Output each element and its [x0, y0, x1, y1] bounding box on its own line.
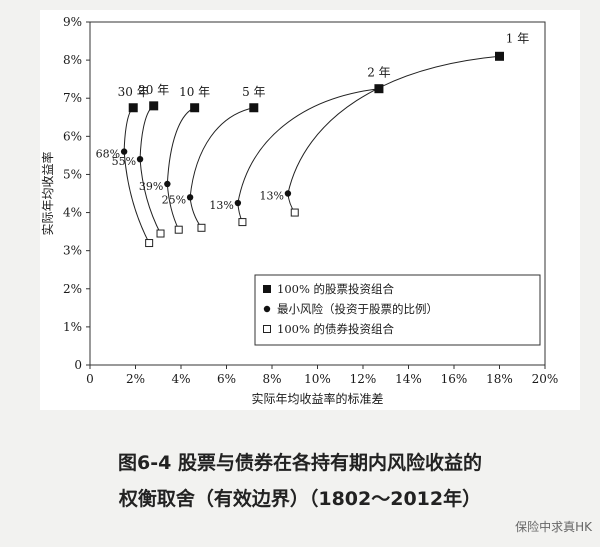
min-risk-label: 13%: [209, 199, 233, 212]
frontier-curve-2: [189, 107, 254, 229]
legend-marker-stocks: [263, 285, 271, 293]
bond-portfolio-point: [156, 229, 165, 238]
bond-portfolio-point: [145, 239, 154, 248]
caption-line-2: 权衡取舍（有效边界）（1802～2012年）: [118, 488, 482, 510]
horizon-label: 10 年: [179, 85, 210, 99]
y-tick-label: 4%: [63, 206, 82, 220]
horizon-label: 30 年: [118, 85, 149, 99]
chart-svg: 0 2% 4% 6% 8% 10% 12% 14% 16% 18% 20% 0 1% 2% 3% 4% 5% 6%…: [40, 10, 580, 410]
x-tick-label: 10%: [304, 372, 331, 386]
x-tick-label: 14%: [395, 372, 422, 386]
y-tick-label: 6%: [63, 129, 82, 143]
bond-portfolio-point: [238, 218, 247, 227]
min-risk-point: [164, 180, 171, 188]
min-risk-label: 25%: [162, 193, 186, 206]
marks: 1 年13%2 年13%5 年25%10 年39%20 年55%30 年68%: [96, 31, 529, 248]
y-tick-label: 1%: [63, 320, 82, 334]
horizon-label: 1 年: [506, 31, 529, 45]
stock-portfolio-point: [374, 84, 384, 94]
legend-box: [254, 274, 541, 346]
x-tick-label: 0: [86, 372, 94, 386]
min-risk-point: [136, 156, 144, 163]
y-tick-label: 2%: [63, 282, 82, 296]
chart-background: [40, 10, 580, 410]
frontier-curve-1: [237, 88, 379, 223]
min-risk-label: 13%: [259, 190, 283, 203]
x-tick-label: 8%: [262, 372, 281, 386]
stock-portfolio-point: [128, 103, 138, 113]
y-tick-label: 8%: [63, 53, 82, 67]
bond-portfolio-point: [197, 223, 206, 232]
stock-portfolio-point: [495, 51, 504, 61]
x-tick-label: 18%: [486, 372, 513, 386]
figure-caption: 图6-4 股票与债券在各持有期内风险收益的 权衡取舍（有效边界）（1802～20…: [0, 445, 600, 517]
min-risk-point: [186, 194, 194, 201]
caption-line-1: 图6-4 股票与债券在各持有期内风险收益的: [118, 452, 482, 474]
legend-label: 100% 的股票投资组合: [277, 282, 395, 296]
legend-marker-min-risk: [263, 305, 271, 313]
min-risk-label: 55%: [112, 155, 136, 168]
y-axis-label: 实际年均收益率: [40, 151, 55, 235]
axes: 0 2% 4% 6% 8% 10% 12% 14% 16% 18% 20% 0 1% 2% 3% 4% 5% 6%…: [40, 15, 558, 406]
frontier-curve-0: [287, 55, 500, 213]
stock-portfolio-point: [249, 103, 259, 113]
y-tick-label: 0: [74, 358, 82, 372]
x-tick-label: 12%: [350, 372, 377, 386]
bond-portfolio-point: [290, 208, 299, 217]
x-tick-label: 4%: [171, 372, 190, 386]
min-risk-point: [284, 190, 292, 197]
y-tick-label: 3%: [63, 244, 82, 258]
bond-portfolio-point: [174, 225, 183, 234]
horizon-label: 5 年: [242, 85, 265, 99]
legend-marker-bonds: [263, 325, 271, 333]
stock-portfolio-point: [190, 103, 200, 113]
y-tick-label: 7%: [63, 91, 82, 105]
x-axis-label: 实际年均收益率的标准差: [251, 391, 383, 406]
min-risk-point: [120, 148, 128, 155]
legend-label: 100% 的债券投资组合: [277, 322, 395, 336]
chart-area: 0 2% 4% 6% 8% 10% 12% 14% 16% 18% 20% 0 1% 2% 3% 4% 5% 6%…: [40, 10, 580, 410]
y-tick-label: 5%: [63, 167, 82, 181]
legend-label: 最小风险（投资于股票的比例）: [277, 302, 438, 316]
stock-portfolio-point: [149, 101, 159, 111]
min-risk-point: [234, 199, 242, 207]
horizon-label: 20 年: [138, 83, 169, 97]
horizon-label: 2 年: [367, 66, 390, 80]
y-tick-label: 9%: [63, 15, 82, 29]
min-risk-label: 68%: [96, 148, 120, 161]
x-tick-label: 16%: [441, 372, 468, 386]
watermark-label: 保险中求真HK: [515, 520, 592, 534]
x-tick-label: 20%: [532, 372, 559, 386]
x-tick-label: 2%: [126, 372, 145, 386]
x-tick-label: 6%: [217, 372, 236, 386]
